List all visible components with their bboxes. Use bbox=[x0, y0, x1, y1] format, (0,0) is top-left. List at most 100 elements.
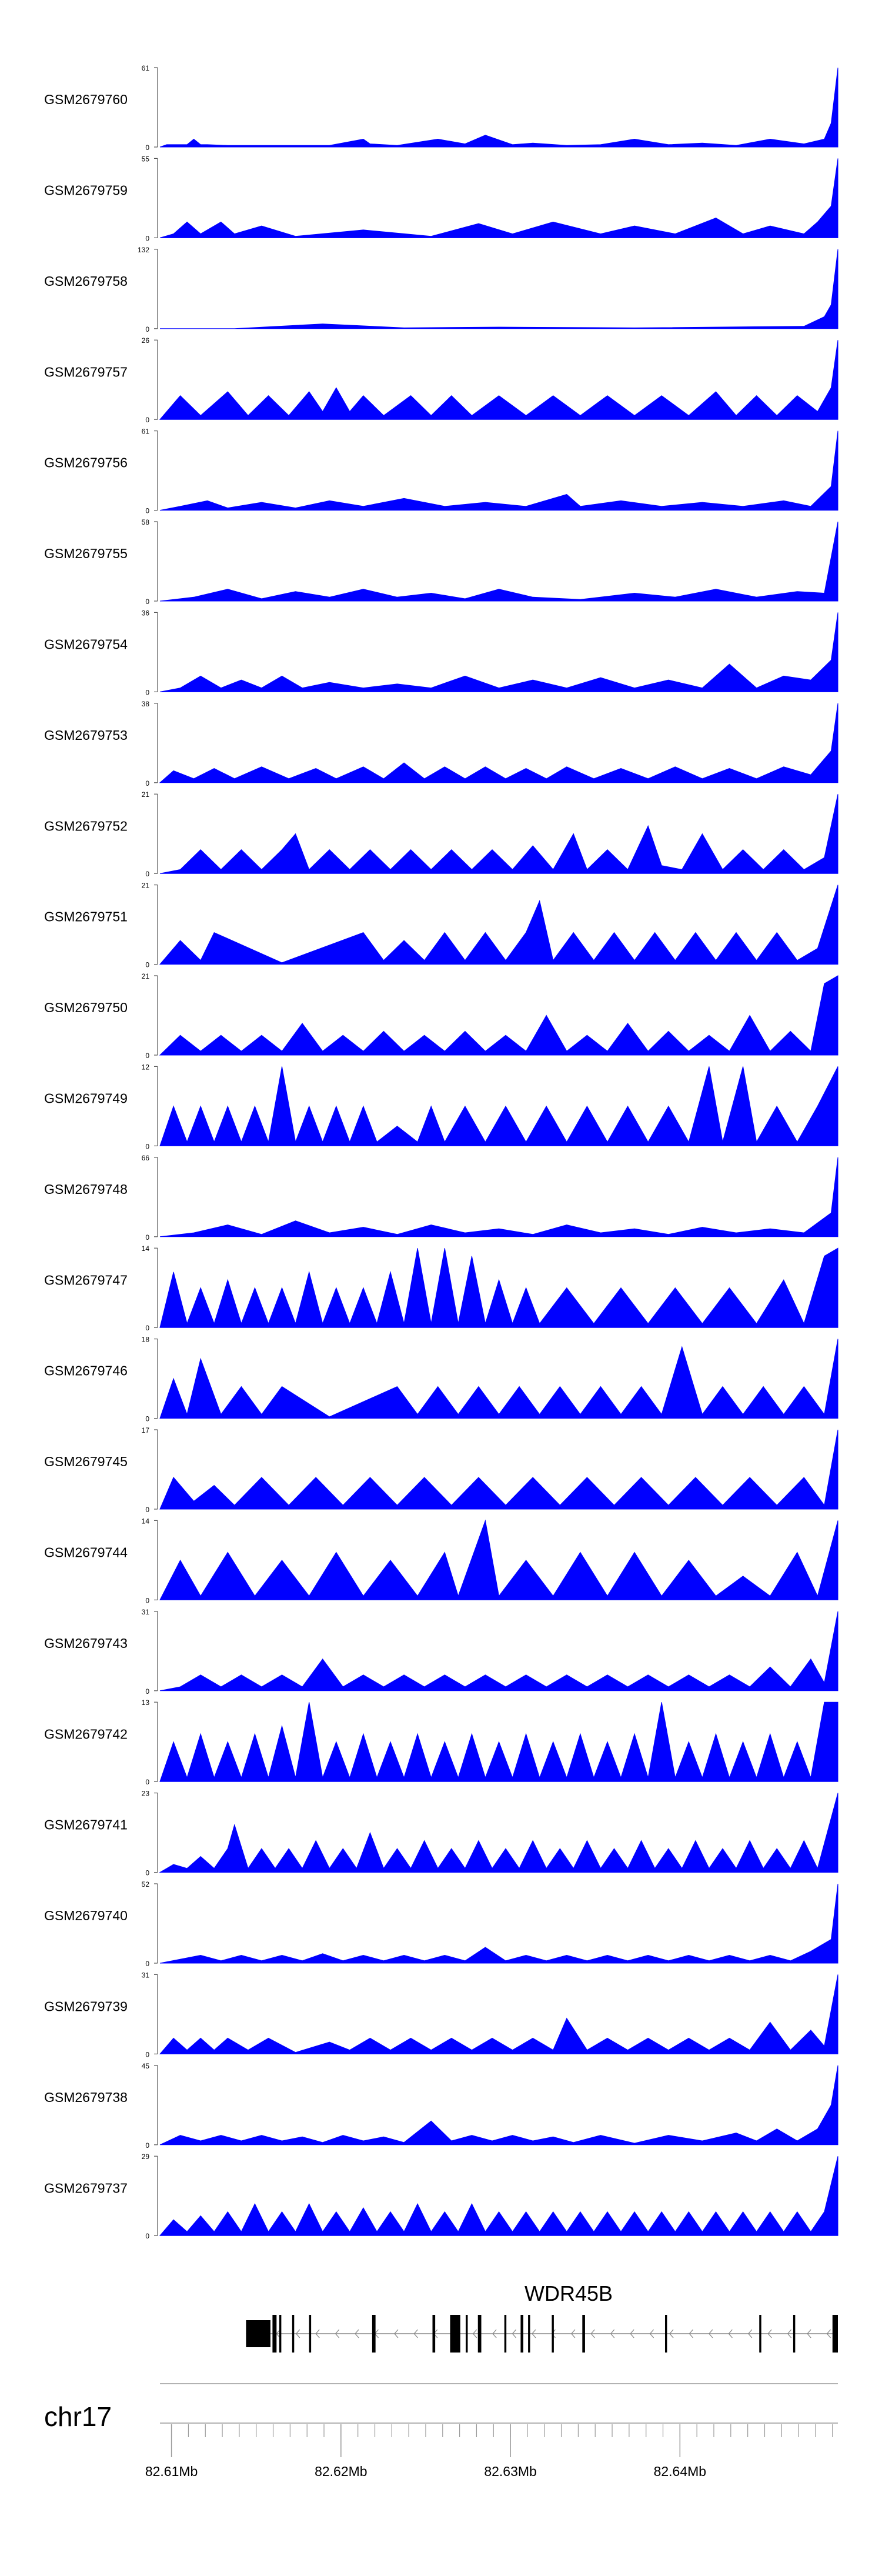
track-GSM2679757: GSM2679757 26 0 bbox=[44, 336, 838, 424]
gene-exon bbox=[432, 2315, 436, 2353]
gene-exon bbox=[272, 2315, 277, 2353]
coverage-area bbox=[159, 794, 838, 874]
gene-exon bbox=[309, 2315, 312, 2353]
track-GSM2679747: GSM2679747 14 0 bbox=[44, 1244, 838, 1332]
track-label: GSM2679746 bbox=[44, 1363, 128, 1379]
gene-exon bbox=[552, 2315, 554, 2353]
gene-exon bbox=[279, 2315, 282, 2353]
track-GSM2679741: GSM2679741 23 0 bbox=[44, 1790, 838, 1877]
track-GSM2679749: GSM2679749 12 0 bbox=[44, 1063, 838, 1150]
coverage-area bbox=[159, 1519, 838, 1600]
track-y-max-label: 13 bbox=[142, 1699, 150, 1707]
coverage-area bbox=[159, 2065, 838, 2145]
strand-arrow bbox=[689, 2329, 693, 2338]
track-y-min-label: 0 bbox=[145, 2050, 149, 2058]
track-y-min-label: 0 bbox=[145, 688, 149, 696]
track-label: GSM2679756 bbox=[44, 455, 128, 471]
track-y-min-label: 0 bbox=[145, 779, 149, 788]
track-label: GSM2679737 bbox=[44, 2180, 128, 2195]
track-y-min-label: 0 bbox=[145, 2141, 149, 2150]
track-GSM2679753: GSM2679753 38 0 bbox=[44, 700, 838, 788]
coverage-area bbox=[159, 1339, 838, 1419]
track-y-min-label: 0 bbox=[145, 1142, 149, 1150]
track-y-min-label: 0 bbox=[145, 325, 149, 333]
track-GSM2679751: GSM2679751 21 0 bbox=[44, 882, 838, 969]
axis-tick-label: 82.61Mb bbox=[145, 2464, 198, 2479]
track-y-min-label: 0 bbox=[145, 1960, 149, 1968]
track-y-min-label: 0 bbox=[145, 1506, 149, 1514]
track-label: GSM2679741 bbox=[44, 1817, 128, 1833]
track-y-min-label: 0 bbox=[145, 961, 149, 969]
coverage-area bbox=[159, 703, 838, 783]
track-y-min-label: 0 bbox=[145, 870, 149, 878]
track-y-max-label: 36 bbox=[142, 609, 150, 617]
strand-arrow bbox=[315, 2329, 320, 2338]
strand-arrow bbox=[630, 2329, 634, 2338]
gene-exon bbox=[759, 2315, 761, 2353]
track-GSM2679752: GSM2679752 21 0 bbox=[44, 790, 838, 878]
strand-arrow bbox=[826, 2329, 831, 2338]
track-y-min-label: 0 bbox=[145, 1233, 149, 1242]
track-label: GSM2679758 bbox=[44, 273, 128, 289]
track-GSM2679746: GSM2679746 18 0 bbox=[44, 1336, 838, 1423]
track-y-max-label: 12 bbox=[142, 1063, 150, 1071]
track-y-min-label: 0 bbox=[145, 1687, 149, 1696]
track-y-min-label: 0 bbox=[145, 507, 149, 515]
coverage-area bbox=[159, 158, 838, 238]
coverage-area bbox=[159, 67, 838, 148]
strand-arrow bbox=[590, 2329, 595, 2338]
coverage-area bbox=[159, 612, 838, 692]
track-y-max-label: 21 bbox=[142, 882, 150, 890]
coverage-area bbox=[159, 1611, 838, 1691]
track-label: GSM2679738 bbox=[44, 2090, 128, 2105]
axis-tick-label: 82.62Mb bbox=[315, 2464, 368, 2479]
track-label: GSM2679748 bbox=[44, 1182, 128, 1197]
gene-exon bbox=[832, 2315, 838, 2353]
track-GSM2679758: GSM2679758 132 0 bbox=[44, 246, 838, 333]
coverage-area bbox=[159, 1247, 838, 1328]
track-label: GSM2679744 bbox=[44, 1545, 128, 1560]
signal-tracks: GSM2679760 61 0 GSM2679759 55 0 GSM2679758 132 0… bbox=[44, 64, 838, 2240]
track-y-min-label: 0 bbox=[145, 416, 149, 424]
track-y-min-label: 0 bbox=[145, 1596, 149, 1604]
track-label: GSM2679749 bbox=[44, 1091, 128, 1106]
track-y-max-label: 66 bbox=[142, 1154, 150, 1162]
coverage-area bbox=[159, 1793, 838, 1873]
track-label: GSM2679739 bbox=[44, 1999, 128, 2014]
track-y-max-label: 26 bbox=[142, 336, 150, 345]
gene-exon bbox=[246, 2320, 270, 2347]
track-GSM2679744: GSM2679744 14 0 bbox=[44, 1517, 838, 1604]
strand-arrow bbox=[610, 2329, 615, 2338]
strand-arrow bbox=[787, 2329, 792, 2338]
track-label: GSM2679754 bbox=[44, 637, 128, 652]
track-y-max-label: 52 bbox=[142, 1880, 150, 1888]
coverage-area bbox=[160, 249, 838, 329]
track-y-max-label: 23 bbox=[142, 1790, 150, 1798]
track-y-max-label: 38 bbox=[142, 700, 150, 708]
track-y-max-label: 14 bbox=[142, 1517, 150, 1525]
strand-arrow bbox=[295, 2329, 300, 2338]
strand-arrow bbox=[472, 2329, 477, 2338]
track-label: GSM2679751 bbox=[44, 909, 128, 925]
gene-exon bbox=[664, 2315, 667, 2353]
track-label: GSM2679753 bbox=[44, 728, 128, 743]
track-y-max-label: 61 bbox=[142, 428, 150, 436]
gene-name-label: WDR45B bbox=[524, 2281, 613, 2305]
track-label: GSM2679740 bbox=[44, 1908, 128, 1923]
strand-arrow bbox=[492, 2329, 497, 2338]
track-label: GSM2679747 bbox=[44, 1272, 128, 1287]
coverage-area bbox=[159, 975, 838, 1056]
gene-exon bbox=[528, 2315, 530, 2353]
coverage-area bbox=[159, 431, 838, 511]
track-label: GSM2679760 bbox=[44, 92, 128, 107]
track-y-min-label: 0 bbox=[145, 234, 149, 242]
track-GSM2679742: GSM2679742 13 0 bbox=[44, 1699, 838, 1786]
gene-exon bbox=[450, 2315, 460, 2353]
coverage-area bbox=[159, 1701, 838, 1782]
track-GSM2679754: GSM2679754 36 0 bbox=[44, 609, 838, 696]
track-GSM2679748: GSM2679748 66 0 bbox=[44, 1154, 838, 1242]
track-GSM2679739: GSM2679739 31 0 bbox=[44, 1971, 838, 2058]
coverage-area bbox=[159, 1429, 838, 1510]
gene-exon bbox=[372, 2315, 376, 2353]
track-GSM2679743: GSM2679743 31 0 bbox=[44, 1608, 838, 1696]
